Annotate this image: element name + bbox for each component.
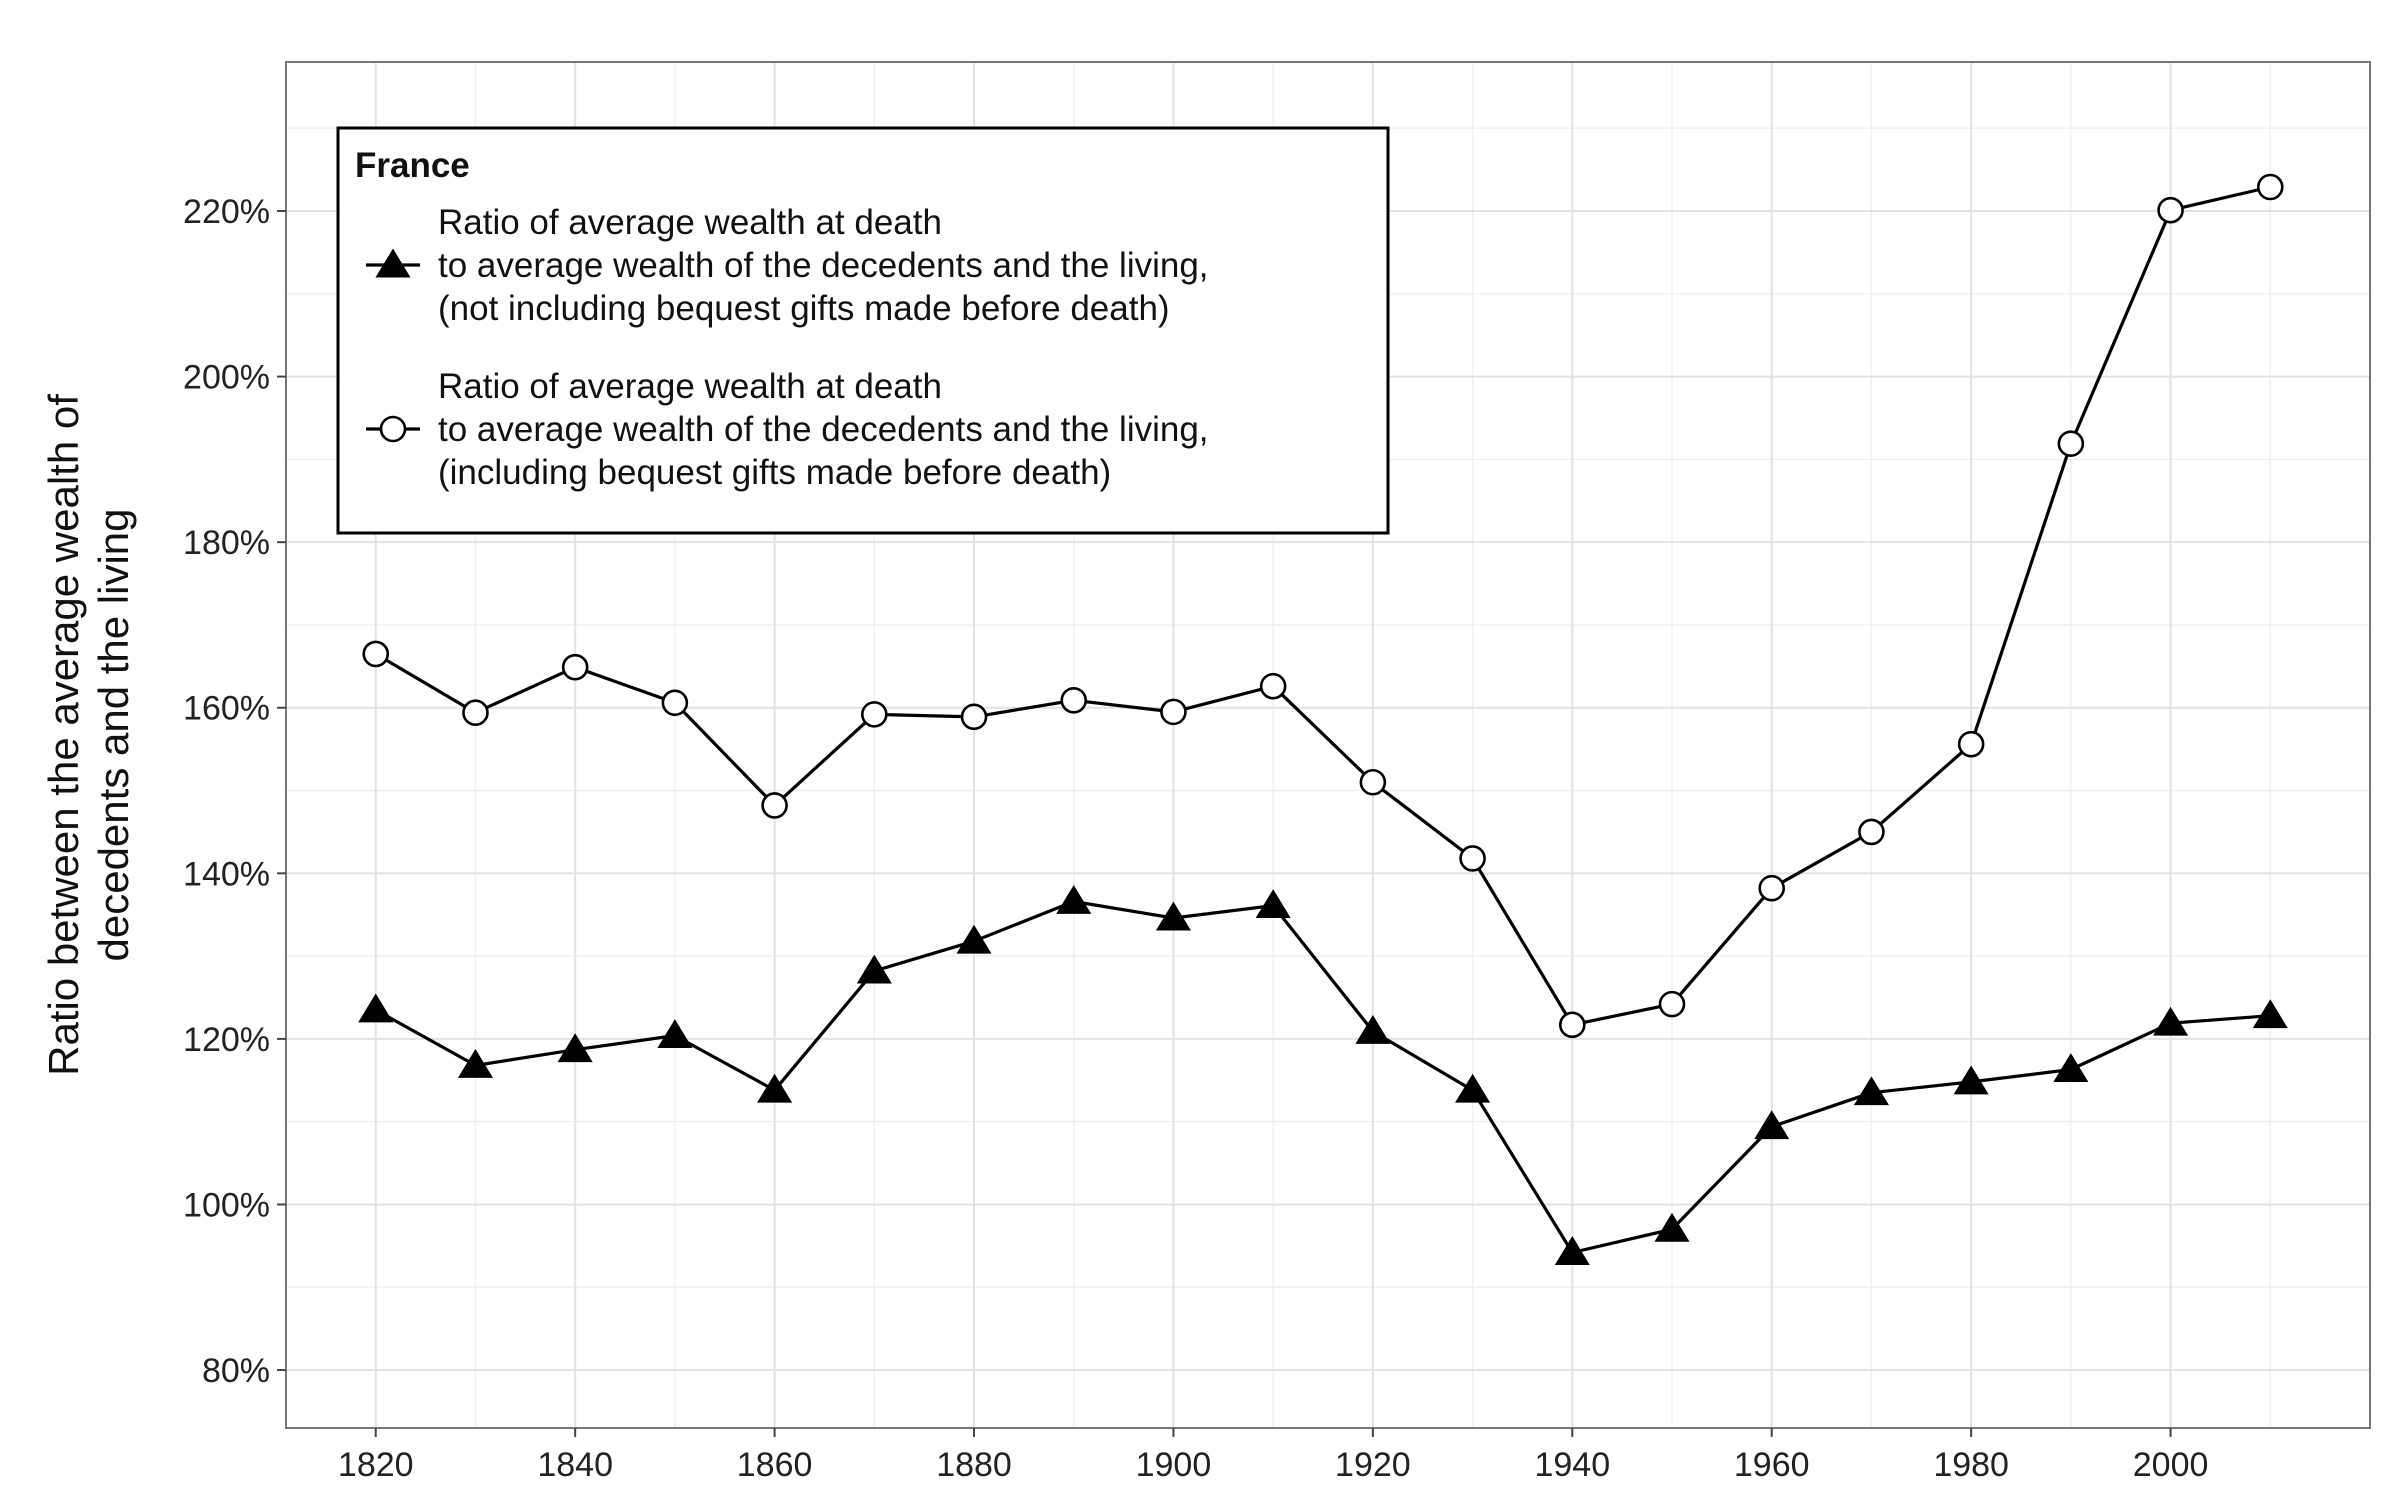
series-2-point xyxy=(462,699,489,727)
y-tick-label: 180% xyxy=(183,524,270,562)
legend-key-marker xyxy=(379,415,407,443)
series-1 xyxy=(358,885,2288,1265)
series-1-point xyxy=(557,1033,593,1063)
series-1-line xyxy=(374,899,2271,1255)
legend-entry-text-line: Ratio of average wealth at death xyxy=(438,203,942,242)
series-1-point xyxy=(1355,1015,1391,1044)
legend-entry-1: Ratio of average wealth at death to avera… xyxy=(366,203,1209,328)
series-2-point xyxy=(561,653,589,681)
legend-entry-2: Ratio of average wealth at death to avera… xyxy=(366,367,1209,492)
plot-panel xyxy=(285,61,2371,1429)
legend-box xyxy=(336,126,1390,535)
series-2-point xyxy=(1558,1011,1586,1039)
x-tick-label: 1840 xyxy=(537,1446,613,1484)
series-1-point xyxy=(856,954,892,984)
legend-entry-text-line: (not including bequest gifts made before… xyxy=(438,289,1170,328)
legend-entries: Ratio of average wealth at death to avera… xyxy=(366,203,1209,492)
series-1-point xyxy=(2153,1006,2189,1036)
series-1-point xyxy=(1255,889,1291,919)
series-1-point xyxy=(1853,1076,1889,1106)
y-tick-label: 160% xyxy=(183,690,270,728)
series-2-point xyxy=(2157,196,2184,224)
series-2-point xyxy=(761,792,788,819)
series-2-point xyxy=(2057,430,2085,457)
y-tick-label: 200% xyxy=(183,359,270,397)
series-2 xyxy=(362,173,2284,1039)
series-1-point xyxy=(1056,885,1092,914)
x-tick-label: 1920 xyxy=(1335,1446,1411,1484)
legend: France Ratio of average wealth at death t… xyxy=(336,126,1390,535)
legend-title: France xyxy=(355,146,470,185)
axes: 80% 100% 120% 140% 160% 180% 200% 220% 1820 1840 1… xyxy=(183,193,2208,1484)
y-tick-label: 100% xyxy=(183,1186,270,1224)
series-1-point xyxy=(2053,1053,2089,1082)
series-layer xyxy=(358,173,2288,1265)
series-2-point xyxy=(661,689,689,717)
y-tick-label: 80% xyxy=(202,1352,270,1390)
legend-entry-text-line: to average wealth of the decedents and t… xyxy=(438,246,1209,285)
x-tick-label: 1880 xyxy=(936,1446,1012,1484)
x-tick-label: 1820 xyxy=(338,1446,414,1484)
series-1-point xyxy=(2252,999,2288,1029)
x-tick-label: 2000 xyxy=(2133,1446,2209,1484)
series-2-point xyxy=(1359,768,1387,796)
series-1-point xyxy=(757,1073,793,1103)
y-tick-label: 220% xyxy=(183,193,270,231)
y-tick-label: 140% xyxy=(183,855,270,893)
series-1-point xyxy=(956,924,992,954)
x-tick-label: 1900 xyxy=(1136,1446,1212,1484)
series-2-point xyxy=(1160,698,1187,726)
x-tick-label: 1980 xyxy=(1933,1446,2009,1484)
series-2-point xyxy=(362,640,390,668)
series-1-point xyxy=(457,1048,493,1078)
series-1-point xyxy=(1455,1073,1491,1103)
series-2-point xyxy=(1658,990,1686,1018)
series-1-point xyxy=(1554,1236,1590,1265)
series-2-point xyxy=(1060,686,1088,714)
series-1-point xyxy=(358,993,394,1023)
series-1-point xyxy=(1953,1065,1989,1095)
series-2-point xyxy=(2256,173,2284,201)
series-2-line xyxy=(374,185,2271,1027)
legend-entry-text-line: (including bequest gifts made before dea… xyxy=(438,453,1111,492)
y-tick-label: 120% xyxy=(183,1021,270,1059)
series-2-point xyxy=(861,701,888,728)
x-tick-label: 1960 xyxy=(1734,1446,1810,1484)
series-1-point xyxy=(1155,901,1191,931)
series-1-point xyxy=(657,1019,693,1049)
series-2-point xyxy=(1957,730,1985,758)
series-1-point xyxy=(1654,1212,1690,1242)
legend-entry-text-line: to average wealth of the decedents and t… xyxy=(438,410,1209,449)
legend-entry-text-line: Ratio of average wealth at death xyxy=(438,367,942,406)
series-1-point xyxy=(1754,1110,1790,1140)
y-axis-title-line-1: Ratio between the average wealth of xyxy=(40,394,87,1076)
x-tick-label: 1860 xyxy=(737,1446,813,1484)
series-2-point xyxy=(1758,874,1786,902)
x-tick-label: 1940 xyxy=(1534,1446,1610,1484)
series-2-point xyxy=(960,703,988,731)
legend-key-marker xyxy=(375,248,411,278)
series-2-point xyxy=(1459,845,1486,872)
y-axis-title-line-2: decedents and the living xyxy=(90,509,137,962)
series-2-point xyxy=(1259,672,1287,700)
series-2-point xyxy=(1858,818,1885,846)
